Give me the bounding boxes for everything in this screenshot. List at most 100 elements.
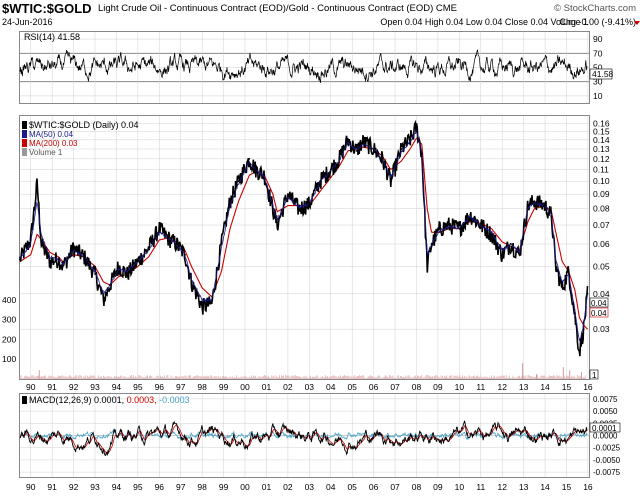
price-point: [19, 258, 21, 261]
price-point: [426, 265, 429, 268]
macd-tick-label: -0.0025: [593, 444, 621, 453]
x-tick-label: 14: [540, 482, 550, 492]
price-point: [415, 126, 418, 129]
x-tick-label: 98: [197, 482, 207, 492]
brand-credit[interactable]: © StockCharts.com: [554, 3, 636, 14]
rsi-tick-label: 70: [593, 48, 603, 58]
x-tick-label: 14: [540, 382, 550, 392]
macd-legend-swatch: [22, 396, 27, 404]
price-point: [229, 200, 231, 203]
macd-axis: 0.00750.00500.00250.0000-0.0025-0.0050-0…: [593, 395, 621, 477]
price-point: [501, 253, 504, 256]
last-price-box: [589, 297, 609, 308]
price-point: [109, 284, 111, 286]
price-point: [469, 214, 471, 216]
rsi-current-label: 41.58: [592, 69, 614, 79]
x-tick-label: 09: [433, 482, 443, 492]
macd-signal-value: 0.0003,: [127, 395, 157, 405]
x-tick-label: 10: [455, 382, 465, 392]
x-tick-label: 97: [176, 482, 186, 492]
price-point: [430, 243, 433, 245]
price-tick-label: 0.11: [593, 164, 609, 174]
x-tick-label: 92: [69, 382, 79, 392]
price-point: [308, 203, 311, 206]
price-point: [117, 265, 120, 268]
price-point: [297, 207, 300, 210]
price-tick-label: 0.12: [593, 154, 610, 164]
price-tick-label: 0.16: [593, 118, 610, 128]
price-point: [420, 152, 423, 155]
rsi-grid: [20, 32, 589, 103]
price-point: [175, 243, 178, 245]
price-point: [126, 273, 129, 275]
volume-axis: 400 300 200 100: [2, 295, 16, 364]
price-point: [319, 180, 321, 183]
x-tick-label: 05: [347, 382, 357, 392]
x-tick-label: 90: [26, 482, 36, 492]
macd-tick-label: 0.0000: [593, 432, 618, 441]
price-point: [29, 239, 32, 241]
price-point: [550, 215, 553, 218]
volume-last-box: [589, 369, 599, 380]
price-point: [287, 193, 289, 196]
price-axis: 0.160.150.140.130.120.11 0.10 0.09 0.08 0.07…: [593, 118, 610, 334]
price-point: [237, 180, 240, 183]
price-point: [220, 243, 223, 245]
price-point: [62, 265, 64, 268]
price-tick-label: 0.07: [593, 220, 610, 230]
macd-tick-label: -0.0050: [593, 456, 621, 465]
x-tick-label: 90: [26, 382, 36, 392]
x-tick-label: 92: [69, 482, 79, 492]
symbol-title: $WTIC:$GOLD: [2, 1, 92, 16]
price-point: [347, 139, 349, 141]
price-tick-label: 0.04: [593, 289, 610, 299]
x-axis-lower: 90 91 92 93 94 95 96 97 98 99 00 01 02 03 04 05 06 07 08 09…: [26, 482, 593, 492]
x-tick-label: 13: [519, 482, 529, 492]
rsi-tick-label: 90: [593, 34, 603, 44]
price-tick-label: 0.14: [593, 135, 610, 145]
x-tick-label: 98: [197, 382, 207, 392]
price-point: [372, 148, 375, 150]
macd-grid: [20, 394, 589, 477]
x-tick-label: 03: [305, 382, 315, 392]
price-point: [527, 204, 529, 207]
price-point: [210, 302, 213, 305]
macd-tick-label: -0.0075: [593, 468, 621, 477]
x-tick-label: 02: [283, 482, 293, 492]
price-tick-label: 0.13: [593, 144, 610, 154]
x-tick-label: 94: [112, 482, 122, 492]
x-tick-label: 08: [412, 382, 422, 392]
x-tick-label: 03: [305, 482, 315, 492]
price-point: [574, 316, 576, 319]
x-tick-label: 13: [519, 382, 529, 392]
macd-current-box: [589, 422, 621, 433]
price-label: $WTIC:$GOLD (Daily) 0.04: [29, 120, 139, 130]
x-axis-upper: 90 91 92 93 94 95 96 97 98 99 00 01 02 03 04 05 06 07 08 09…: [26, 382, 593, 392]
price-tick-label: 0.09: [593, 189, 610, 199]
price-point: [490, 233, 493, 236]
x-tick-label: 01: [262, 482, 272, 492]
x-tick-label: 06: [369, 482, 379, 492]
macd-label-prefix: MACD(12,26,9): [29, 395, 92, 405]
x-tick-label: 91: [47, 482, 57, 492]
price-panel: 0.160.150.140.130.120.11 0.10 0.09 0.08 0.07…: [2, 115, 610, 380]
price-point: [381, 157, 384, 160]
down-arrow-icon: [634, 21, 640, 25]
x-tick-label: 95: [133, 482, 143, 492]
price-tick-label: 0.10: [593, 176, 610, 186]
x-tick-label: 95: [133, 382, 143, 392]
ma200-label: MA(200) 0.03: [29, 139, 78, 148]
price-point: [137, 260, 139, 263]
x-tick-label: 96: [155, 482, 165, 492]
x-tick-label: 99: [219, 482, 229, 492]
price-point: [447, 224, 450, 226]
volume-last-label: 1: [592, 371, 597, 380]
price-point: [567, 270, 570, 273]
price-point: [582, 328, 585, 331]
price-point: [561, 286, 564, 289]
price-point: [102, 299, 105, 301]
x-tick-label: 16: [583, 482, 593, 492]
price-point: [518, 253, 521, 256]
price-point: [439, 227, 441, 230]
